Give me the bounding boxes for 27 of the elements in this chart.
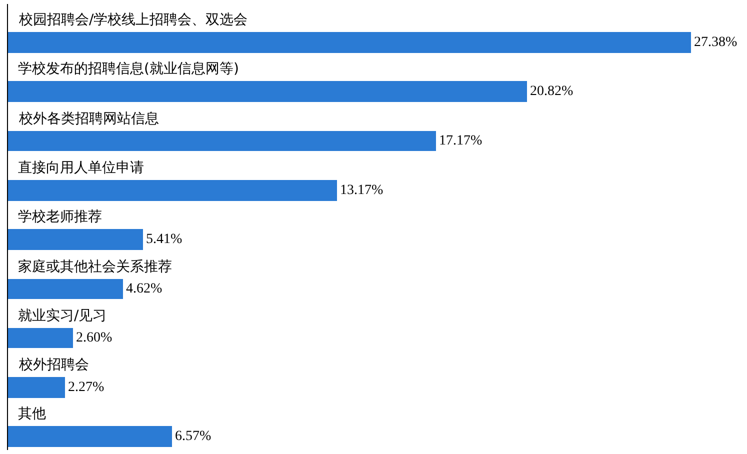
bar <box>8 426 172 447</box>
data-label: 20.82% <box>530 84 574 99</box>
data-label: 27.38% <box>694 35 738 50</box>
y-tick-label: 家庭或其他社会关系推荐 <box>18 259 172 275</box>
data-label: 2.60% <box>76 330 112 346</box>
y-tick-label: 学校老师推荐 <box>18 209 102 225</box>
bar <box>8 229 143 250</box>
y-tick-label: 其他 <box>18 406 46 422</box>
bar <box>8 377 65 398</box>
bar <box>8 32 691 53</box>
data-label: 17.17% <box>439 134 482 148</box>
y-tick-label: 学校发布的招聘信息(就业信息网等) <box>18 61 239 77</box>
bar <box>8 81 527 102</box>
bar <box>8 279 123 299</box>
data-label: 2.27% <box>68 380 104 395</box>
data-label: 13.17% <box>340 183 384 198</box>
data-label: 6.57% <box>175 429 212 444</box>
y-tick-label: 校外各类招聘网站信息 <box>18 111 159 127</box>
y-tick-label: 校外招聘会 <box>18 357 89 373</box>
bar <box>8 328 73 348</box>
data-label: 4.62% <box>126 282 162 296</box>
bar <box>8 131 436 151</box>
y-tick-label: 就业实习/见习 <box>18 308 107 324</box>
data-label: 5.41% <box>146 232 182 247</box>
y-tick-label: 直接向用人单位申请 <box>18 160 144 176</box>
y-tick-label: 校园招聘会/学校线上招聘会、双选会 <box>18 12 248 28</box>
bar <box>8 180 337 201</box>
